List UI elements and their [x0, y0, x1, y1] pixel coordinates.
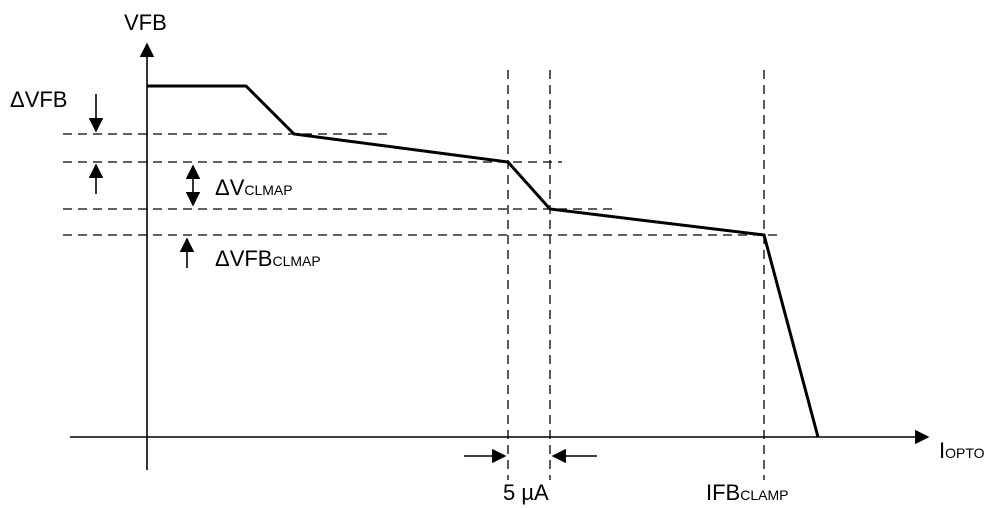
- delta-vfb-label: ΔVFB: [10, 87, 67, 112]
- y-axis-label: VFB: [124, 10, 167, 35]
- delta-vclmap-label: ΔVCLMAP: [215, 175, 293, 200]
- ifb-clamp-label: IFBCLAMP: [706, 480, 788, 505]
- x-axis-label: IOPTO: [939, 438, 985, 463]
- current-step-label: 5 µA: [503, 480, 549, 505]
- vfb-curve: [147, 84, 820, 438]
- delta-vfb-clmap-label: ΔVFBCLMAP: [215, 246, 321, 271]
